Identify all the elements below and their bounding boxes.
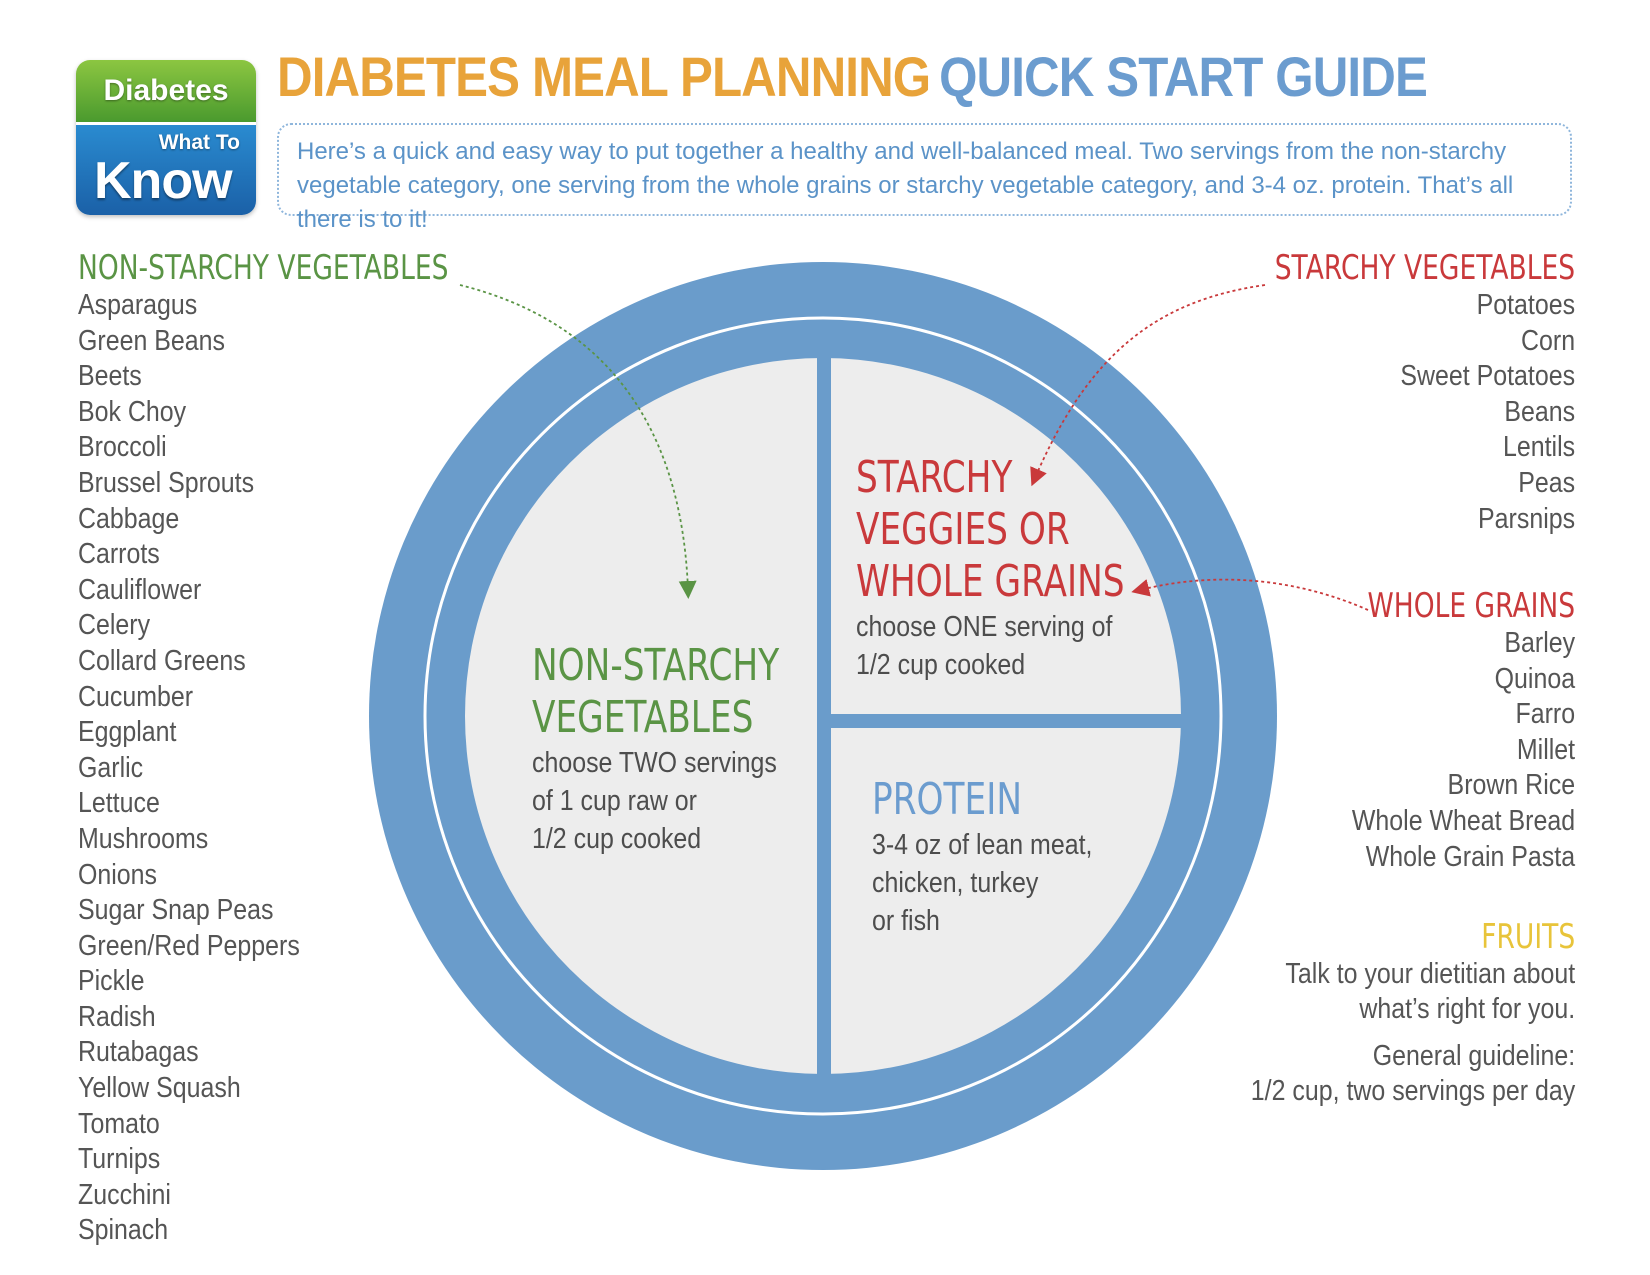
list-item: Pickle	[78, 965, 145, 998]
list-item: Cucumber	[78, 680, 194, 713]
list-item: Brown Rice	[1447, 769, 1575, 802]
list-item: Beans	[1504, 395, 1575, 428]
list-item: Green/Red Peppers	[78, 929, 300, 962]
list-item: Beets	[78, 360, 142, 393]
plate-veg-heading-1: NON-STARCHY	[532, 640, 780, 691]
list-item: Barley	[1504, 627, 1575, 659]
plate-starch-heading-1: STARCHY	[856, 452, 1013, 503]
list-item: Corn	[1520, 324, 1575, 357]
list-item: Parsnips	[1477, 502, 1575, 535]
plate-starch-text-1: choose ONE serving of	[856, 611, 1113, 643]
list-item: Sweet Potatoes	[1400, 360, 1575, 393]
list-item: Potatoes	[1476, 289, 1575, 321]
plate-starch-text-2: 1/2 cup cooked	[856, 649, 1026, 681]
plate-protein-text: 3-4 oz of lean meat, chicken, turkey or …	[872, 826, 1092, 940]
list-item: Bok Choy	[78, 395, 187, 428]
fruits-line-1: Talk to your dietitian about	[1285, 958, 1575, 990]
list-item: Millet	[1516, 733, 1575, 766]
grains-heading: WHOLE GRAINS	[1367, 586, 1575, 626]
list-item: Onions	[78, 858, 158, 891]
logo-top-text: Diabetes	[76, 60, 256, 122]
fruits-line-2: what’s right for you.	[1359, 993, 1575, 1025]
grains-column: WHOLE GRAINS Barley Quinoa Farro Millet Brow…	[1309, 586, 1575, 875]
list-item: Rutabagas	[78, 1036, 199, 1069]
list-item: Lentils	[1502, 431, 1575, 464]
list-item: Radish	[78, 1000, 156, 1033]
plate-protein-text-2: chicken, turkey	[872, 867, 1039, 899]
plate-starch-heading-3: WHOLE GRAINS	[856, 556, 1125, 607]
fruits-line-3: General guideline:	[1372, 1040, 1575, 1072]
list-item: Mushrooms	[78, 822, 209, 855]
list-item: Collard Greens	[78, 644, 246, 677]
list-item: Turnips	[78, 1143, 161, 1176]
plate-vertical-divider	[817, 340, 831, 1080]
title-part-2: QUICK START GUIDE	[939, 45, 1428, 108]
list-item: Farro	[1515, 698, 1575, 731]
arrow-starchy	[1030, 284, 1266, 487]
list-item: Tomato	[78, 1107, 160, 1140]
list-item: Peas	[1518, 466, 1575, 499]
list-item: Brussel Sprouts	[78, 466, 255, 499]
plate-starch-section: STARCHY VEGGIES OR WHOLE GRAINS choose O…	[856, 452, 1200, 684]
starchy-heading: STARCHY VEGETABLES	[1274, 248, 1575, 288]
plate-horizontal-divider	[823, 714, 1183, 728]
list-item: Zucchini	[78, 1178, 171, 1211]
plate-protein-heading: PROTEIN	[872, 774, 1023, 825]
fruits-heading: FRUITS	[1481, 917, 1575, 957]
fruits-note: Talk to your dietitian about what’s righ…	[1198, 957, 1575, 1109]
logo: Diabetes What To Know	[76, 60, 256, 215]
logo-main-text: Know	[94, 152, 233, 210]
title-part-1: DIABETES MEAL PLANNING	[277, 45, 931, 108]
starchy-column: STARCHY VEGETABLES Potatoes Corn Sweet Pot…	[1190, 248, 1575, 537]
list-item: Green Beans	[78, 324, 225, 357]
plate-protein-section: PROTEIN 3-4 oz of lean meat, chicken, tu…	[872, 774, 1128, 940]
list-item: Broccoli	[78, 431, 167, 464]
list-item: Lettuce	[78, 787, 160, 820]
plate-protein-text-3: or fish	[872, 905, 940, 937]
list-item: Cauliflower	[78, 573, 202, 606]
plate-veg-section: NON-STARCHY VEGETABLES choose TWO servin…	[532, 640, 849, 858]
list-item: Asparagus	[78, 289, 198, 321]
plate-inner-ring	[423, 316, 1223, 1116]
intro-box: Here’s a quick and easy way to put toget…	[277, 123, 1572, 233]
list-item: Celery	[78, 609, 151, 642]
list-item: Whole Grain Pasta	[1365, 840, 1575, 873]
fruits-column: FRUITS Talk to your dietitian about what…	[1198, 917, 1575, 1109]
non-starchy-list: Asparagus Green Beans Beets Bok Choy Broccol…	[78, 288, 336, 1249]
page-title: DIABETES MEAL PLANNING QUICK START GUIDE	[277, 44, 1428, 109]
list-item: Carrots	[78, 538, 160, 571]
list-item: Sugar Snap Peas	[78, 894, 274, 927]
arrow-non-starchy	[459, 284, 697, 599]
plate-starch-text: choose ONE serving of 1/2 cup cooked	[856, 608, 1152, 684]
grains-list: Barley Quinoa Farro Millet Brown Rice Whole W…	[1309, 626, 1575, 875]
logo-bottom: What To Know	[76, 122, 256, 215]
list-item: Whole Wheat Bread	[1351, 804, 1575, 837]
plate-veg-heading-2: VEGETABLES	[532, 692, 754, 743]
list-item: Quinoa	[1494, 662, 1575, 695]
plate-protein-text-1: 3-4 oz of lean meat,	[872, 829, 1093, 861]
non-starchy-heading: NON-STARCHY VEGETABLES	[78, 248, 449, 288]
list-item: Eggplant	[78, 716, 177, 749]
fruits-line-4: 1/2 cup, two servings per day	[1250, 1075, 1575, 1107]
logo-sub-text: What To	[158, 131, 240, 154]
list-item: Cabbage	[78, 502, 180, 535]
plate-veg-text-2: of 1 cup raw or	[532, 785, 697, 817]
list-item: Spinach	[78, 1214, 169, 1247]
plate-starch-heading-2: VEGGIES OR	[856, 504, 1070, 555]
plate-veg-text-1: choose TWO servings	[532, 747, 777, 779]
list-item: Garlic	[78, 751, 144, 784]
plate-veg-text-3: 1/2 cup cooked	[532, 823, 702, 855]
starchy-list: Potatoes Corn Sweet Potatoes Beans Lentils Pe…	[1190, 288, 1575, 537]
list-item: Yellow Squash	[78, 1072, 241, 1105]
plate-veg-text: choose TWO servings of 1 cup raw or 1/2 …	[532, 744, 805, 858]
